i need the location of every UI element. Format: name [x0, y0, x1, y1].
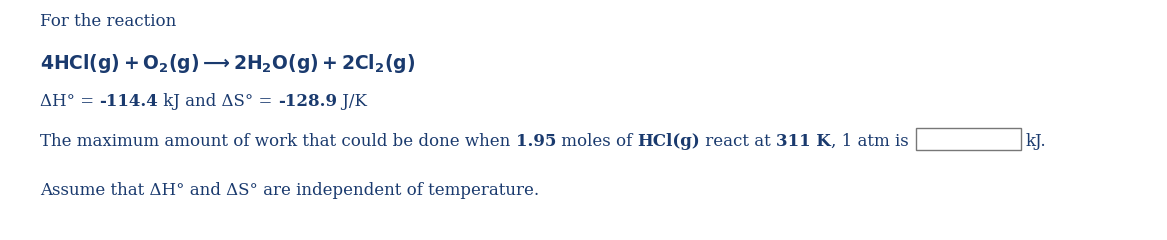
Text: , 1 atm is: , 1 atm is — [831, 133, 914, 150]
Text: 311 K: 311 K — [776, 133, 831, 150]
Text: Assume that ΔH° and ΔS° are independent of temperature.: Assume that ΔH° and ΔS° are independent … — [40, 182, 539, 199]
Text: J/K: J/K — [337, 93, 366, 110]
Text: kJ.: kJ. — [1026, 133, 1047, 150]
Text: react at: react at — [700, 133, 776, 150]
Text: The maximum amount of work that could be done when: The maximum amount of work that could be… — [40, 133, 516, 150]
Text: kJ and ΔS° =: kJ and ΔS° = — [158, 93, 278, 110]
Text: moles of: moles of — [555, 133, 637, 150]
Text: -114.4: -114.4 — [99, 93, 158, 110]
Text: ΔH° =: ΔH° = — [40, 93, 99, 110]
Text: HCl(g): HCl(g) — [637, 133, 700, 150]
Text: For the reaction: For the reaction — [40, 13, 176, 30]
Text: $\bf{4HCl(g) + O_2(g){\longrightarrow}2H_2O(g) + 2Cl_2(g)}$: $\bf{4HCl(g) + O_2(g){\longrightarrow}2H… — [40, 52, 415, 75]
Text: 1.95: 1.95 — [516, 133, 555, 150]
Text: -128.9: -128.9 — [278, 93, 337, 110]
Bar — [916, 128, 1021, 150]
